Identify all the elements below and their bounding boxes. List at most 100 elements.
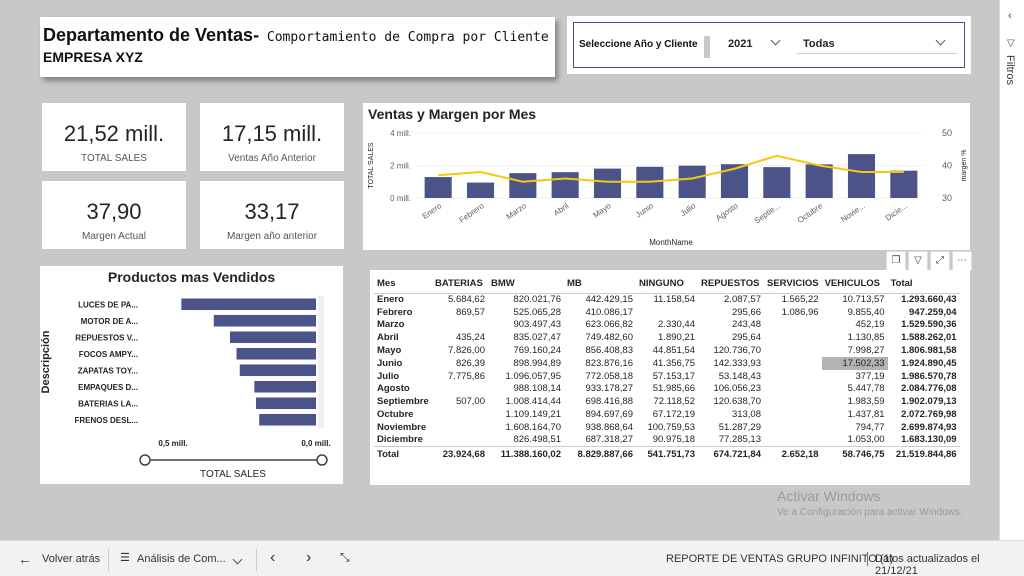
client-dropdown[interactable]: Todas [797, 32, 957, 54]
table-row[interactable]: Junio 826,39 898.994,89 823.876,16 41.356,75… [374, 356, 960, 370]
activation-watermark: Activar Windows [777, 488, 881, 504]
bar-sales [466, 182, 495, 198]
table-row[interactable]: Mayo 7.826,00 769.160,24 856.408,83 44.851,5… [374, 344, 960, 357]
table-cell: 295,64 [731, 332, 761, 344]
visual-toolbar: ❐ ▽ ⤢ ⋯ [886, 251, 972, 271]
chevron-down-icon[interactable] [232, 554, 243, 565]
table-cell: Octubre [377, 409, 414, 421]
bottom-bar: ← Volver atrás ☰ Análisis de Com... ‹ › … [0, 540, 1024, 576]
x-tick-label: 0,0 mill. [301, 439, 330, 448]
table-cell: 142.333,93 [713, 357, 761, 369]
table-cell: 947.259,04 [909, 306, 957, 318]
year-dropdown[interactable]: 2021 [725, 32, 785, 54]
page-title: Departamento de Ventas- [43, 25, 260, 45]
category-label: EMPAQUES D... [78, 383, 138, 392]
x-tick-label: Enero [421, 201, 444, 221]
table-cell [764, 383, 822, 396]
table-cell: Julio [377, 370, 400, 382]
x-tick-label: Julio [679, 201, 698, 218]
x-tick-label: Dicie... [884, 201, 909, 222]
divider [108, 549, 109, 571]
kpi-label: Margen año anterior [226, 231, 318, 242]
column-header[interactable]: MB [564, 274, 636, 294]
products-chart-svg: LUCES DE PA... MOTOR DE A... REPUESTOS V..… [40, 296, 331, 480]
table-row[interactable]: Agosto 988.108,14 933.178,27 51.985,66 106.0… [374, 383, 960, 396]
column-header[interactable]: Total [887, 274, 960, 294]
table-cell: 53.148,43 [718, 370, 761, 382]
range-slider-handle[interactable] [316, 454, 328, 466]
table-cell: 1.130,85 [847, 332, 885, 344]
bar-sales [551, 172, 579, 198]
table-cell: 7.998,27 [847, 345, 885, 357]
filters-pane[interactable]: ‹ ▽ Filtros [999, 0, 1024, 540]
column-header[interactable]: BMW [488, 274, 564, 294]
page-selector[interactable]: Análisis de Com... [137, 553, 226, 565]
kpi-value: 17,15 mill. [221, 121, 323, 146]
table-cell: 90.975,18 [652, 434, 695, 446]
table-cell: 903.497,43 [513, 319, 561, 331]
next-page-icon[interactable]: › [306, 549, 312, 566]
table-row[interactable]: Octubre 1.109.149,21 894.697,69 67.172,19 31… [374, 408, 960, 421]
table-cell: 869,57 [455, 306, 485, 318]
more-options-icon[interactable]: ⋯ [952, 251, 972, 271]
copy-icon[interactable]: ❐ [886, 251, 906, 271]
chevron-left-icon[interactable]: ‹ [1008, 10, 1012, 22]
table-cell: 9.855,40 [847, 306, 885, 318]
previous-page-icon[interactable]: ‹ [270, 549, 276, 566]
table-cell: 1.588.262,01 [901, 332, 957, 344]
column-header[interactable]: BATERIAS [432, 274, 488, 294]
table-cell: 1.565,22 [781, 294, 819, 306]
table-cell: 1.890,21 [658, 332, 695, 344]
table-cell: 1.086,96 [781, 306, 819, 318]
table-cell: 772.058,18 [585, 370, 633, 382]
table-row[interactable]: Enero 5.684,62 820.021,76 442.429,15 11.158,… [374, 293, 960, 306]
table-row[interactable]: Noviembre 1.608.164,70 938.868,64 100.759,5… [374, 421, 960, 434]
table-cell: 687.318,27 [585, 434, 633, 446]
table-cell: 2.330,44 [658, 319, 695, 331]
column-header[interactable]: Mes [374, 274, 432, 294]
back-button[interactable]: Volver atrás [42, 553, 101, 565]
table-cell: Diciembre [377, 434, 423, 446]
report-header: Departamento de Ventas- Comportamiento d… [40, 17, 555, 77]
column-header[interactable]: SERVICIOS [764, 274, 822, 294]
x-tick-label: Septie... [753, 201, 782, 225]
chart-title: Ventas y Margen por Mes [368, 106, 537, 122]
table-row[interactable]: Diciembre 826.498,51 687.318,27 90.975,18 77… [374, 434, 960, 447]
bar-product [259, 413, 316, 426]
report-canvas: Departamento de Ventas- Comportamiento d… [40, 16, 972, 518]
table-row[interactable]: Septiembre 507,00 1.008.414,44 698.416,88 72… [374, 395, 960, 408]
sales-margin-chart: Ventas y Margen por Mes 4 mill. 2 mill. 0 … [363, 103, 970, 250]
category-label: ZAPATAS TOY... [78, 366, 138, 375]
x-tick-label: Abril [552, 201, 570, 218]
table-cell: 623.066,82 [585, 319, 633, 331]
column-header[interactable]: VEHICULOS [821, 274, 888, 294]
activation-watermark-sub: Ve a Configuración para activar Windows. [777, 507, 963, 518]
table-cell [636, 306, 698, 319]
collapse-icon[interactable]: ⤡ [340, 550, 350, 564]
table-cell: 988.108,14 [513, 383, 561, 395]
category-label: LUCES DE PA... [78, 300, 138, 309]
table-cell: 1.924.890,45 [901, 357, 957, 369]
table-row[interactable]: Marzo 903.497,43 623.066,82 2.330,44 243,48 4… [374, 319, 960, 332]
range-slider-handle[interactable] [139, 454, 151, 466]
focus-mode-icon[interactable]: ⤢ [930, 251, 950, 271]
slicer-label: Seleccione Año y Cliente [579, 39, 698, 50]
margin-line [438, 154, 904, 183]
slicer-card: Seleccione Año y Cliente 2021 Todas [567, 16, 971, 74]
column-header[interactable]: REPUESTOS [698, 274, 764, 294]
table-cell: 452,19 [855, 319, 885, 331]
column-header[interactable]: NINGUNO [636, 274, 698, 294]
table-row[interactable]: Abril 435,24 835.027,47 749.482,60 1.890,21 2… [374, 331, 960, 344]
x-tick-label: Junio [634, 201, 655, 220]
table-cell: 51.985,66 [652, 383, 695, 395]
arrow-left-icon[interactable]: ← [18, 551, 32, 567]
table-row[interactable]: Febrero 869,57 525.065,28 410.086,17 295,66 1… [374, 306, 960, 319]
filter-icon[interactable]: ▽ [908, 251, 928, 271]
table-cell: 106.056,23 [713, 383, 761, 395]
kpi-prev-year-sales: 17,15 mill. Ventas Año Anterior [200, 103, 344, 171]
table-cell: 826.498,51 [513, 434, 561, 446]
table-cell [764, 370, 822, 383]
y-tick-label: 4 mill. [390, 129, 411, 138]
table-cell [764, 421, 822, 434]
table-row[interactable]: Julio 7.775,86 1.096.057,95 772.058,18 57.15… [374, 370, 960, 383]
